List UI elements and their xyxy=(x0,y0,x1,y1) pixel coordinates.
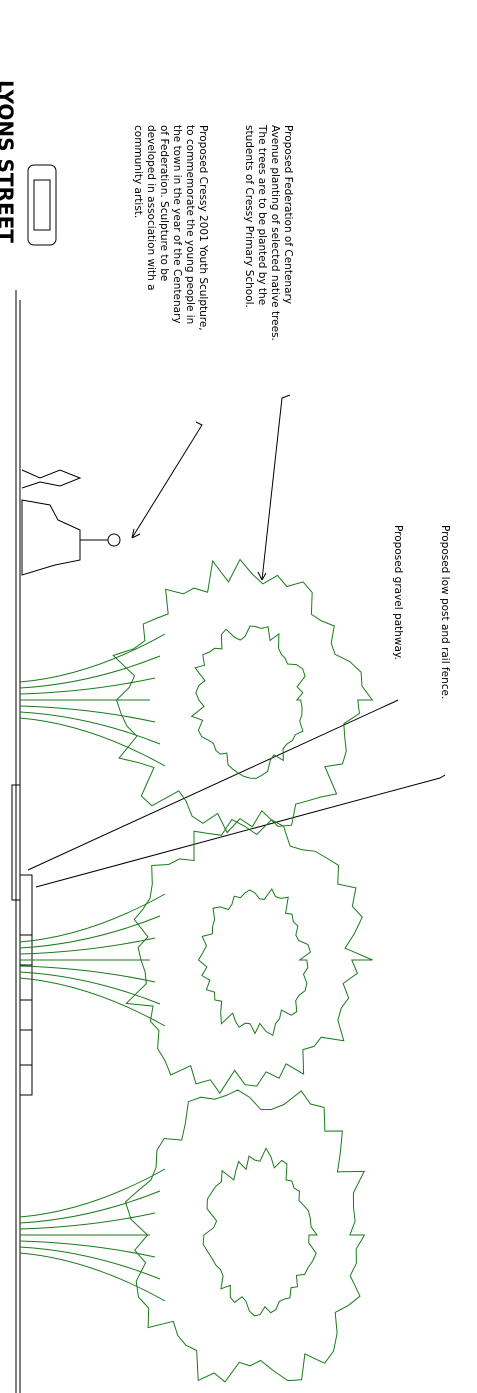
tree-canopy-inner xyxy=(197,888,312,1037)
tree-canopy-inner xyxy=(202,1147,318,1317)
note-line: to commemorate the young people in xyxy=(184,125,196,324)
tree-canopy xyxy=(112,558,374,834)
note-line: developed in association with a xyxy=(145,125,157,291)
arrow-avenue xyxy=(257,571,267,581)
tree-canopy xyxy=(125,818,373,1095)
fence-note: Proposed low post and rail fence. xyxy=(439,525,451,699)
figure xyxy=(21,469,82,489)
note-line: students of Cressy Primary School. xyxy=(243,125,255,308)
tree-trunk xyxy=(19,633,166,767)
note-line: Proposed Cressy 2001 Youth Sculpture, xyxy=(197,125,209,331)
fence xyxy=(19,874,33,1096)
car xyxy=(27,164,57,246)
note-line: The trees are to be planted by the xyxy=(256,124,268,305)
sculpture xyxy=(21,499,81,576)
fence-posts xyxy=(20,934,32,1066)
site-plan xyxy=(11,164,446,1393)
tree-trunk xyxy=(19,1168,166,1302)
note-line: Proposed Federation of Centenary xyxy=(282,125,294,304)
pathway xyxy=(11,784,21,901)
tree-canopy xyxy=(124,1089,366,1383)
note-line: the town in the year of the Centenary xyxy=(171,125,183,324)
street-name: LYONS STREET xyxy=(0,80,18,243)
note-line: Avenue planting of selected native trees… xyxy=(269,125,281,341)
arrow-sculpture xyxy=(131,528,141,539)
pathway-note: Proposed gravel pathway. xyxy=(392,525,404,660)
tree-canopy-inner xyxy=(190,625,306,779)
car-window xyxy=(33,179,51,231)
note-line: community artist. xyxy=(132,125,144,218)
leader-fence xyxy=(35,774,446,888)
tree-trunk xyxy=(19,893,166,1027)
leader-sculpture xyxy=(131,421,203,539)
leader-avenue xyxy=(261,394,291,581)
leader-pathway xyxy=(27,699,399,871)
note-line: of Federation. Sculpture to be xyxy=(158,125,170,281)
trees xyxy=(19,558,374,1383)
sculpture-head xyxy=(107,533,121,547)
